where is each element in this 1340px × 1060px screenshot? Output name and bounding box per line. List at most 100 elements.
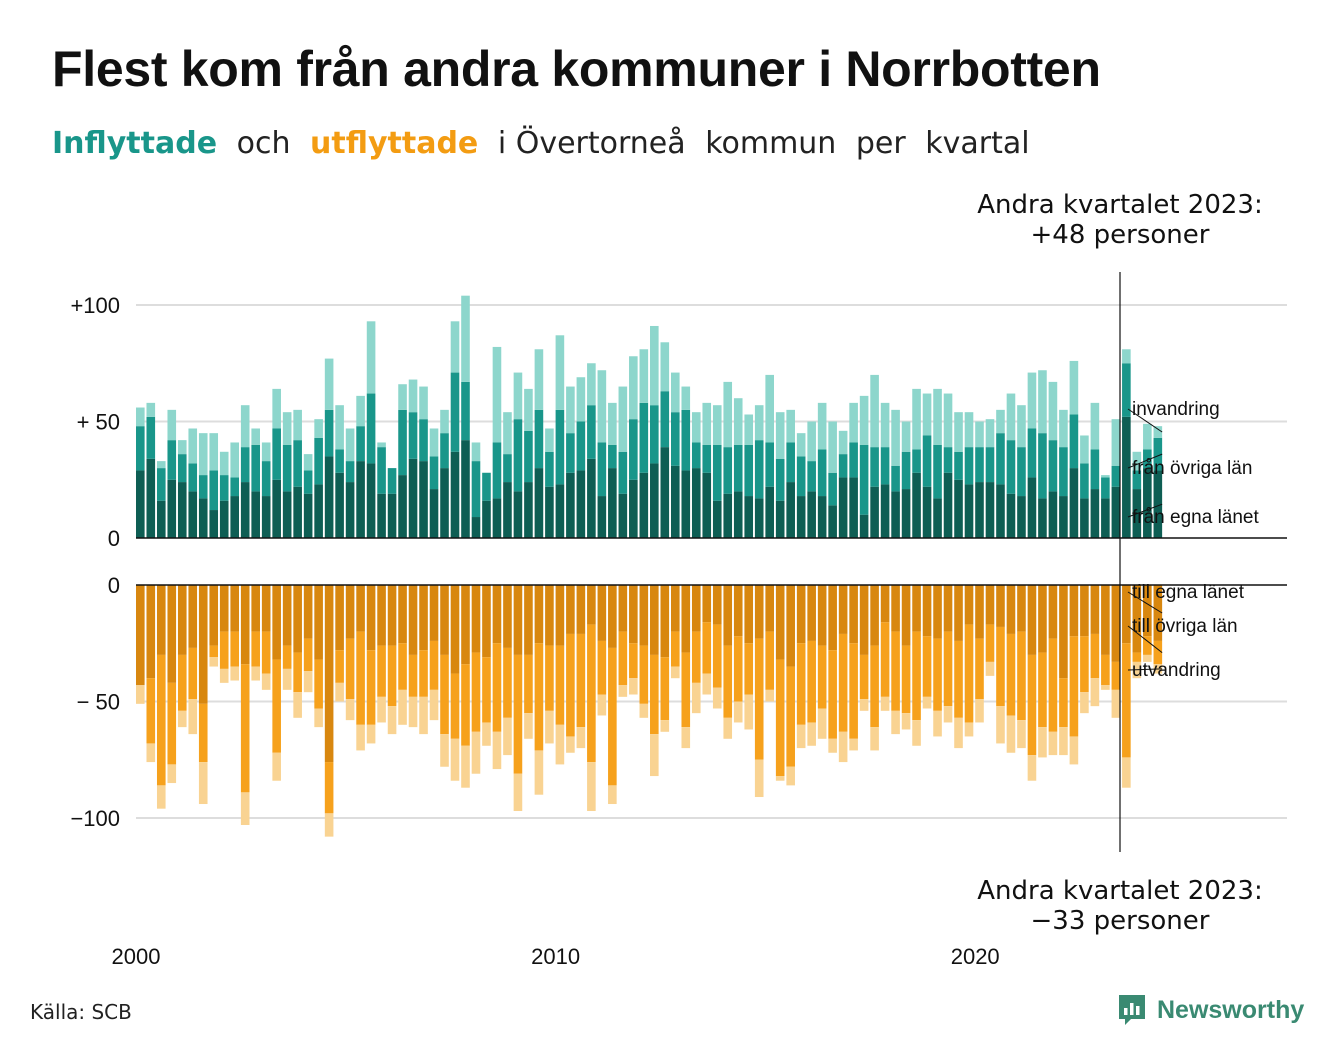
ytick-bottom-1: − 50 bbox=[77, 690, 120, 715]
bar-out-0-85 bbox=[1027, 585, 1037, 655]
bar-in-0-55 bbox=[712, 500, 722, 538]
bar-in-0-24 bbox=[387, 493, 397, 538]
bar-out-0-93 bbox=[1111, 585, 1121, 662]
bar-out-0-28 bbox=[429, 585, 439, 641]
bar-in-0-59 bbox=[754, 498, 764, 538]
bar-in-1-72 bbox=[891, 465, 900, 492]
bar-in-0-56 bbox=[723, 493, 733, 538]
bar-in-0-58 bbox=[744, 496, 754, 538]
bar-in-1-48 bbox=[639, 402, 649, 473]
bar-out-0-24 bbox=[387, 585, 397, 646]
bar-in-0-46 bbox=[618, 493, 628, 538]
leader-in-2 bbox=[1127, 408, 1163, 433]
bar-out-0-56 bbox=[723, 585, 733, 646]
bar-in-1-8 bbox=[219, 475, 229, 501]
bar-in-2-56 bbox=[723, 381, 733, 448]
bar-in-1-49 bbox=[650, 405, 659, 464]
bar-out-1-44 bbox=[597, 640, 607, 695]
bar-out-2-88 bbox=[1059, 727, 1068, 756]
bar-out-2-32 bbox=[471, 731, 481, 774]
bar-out-1-95 bbox=[1132, 652, 1142, 662]
callout-top: Andra kvartalet 2023: +48 personer bbox=[920, 190, 1320, 250]
bar-in-0-1 bbox=[146, 458, 156, 538]
bar-in-1-40 bbox=[555, 409, 565, 485]
bar-out-0-54 bbox=[702, 585, 712, 623]
bar-out-2-48 bbox=[639, 703, 649, 718]
bar-out-2-33 bbox=[482, 722, 491, 746]
bar-in-2-27 bbox=[419, 386, 428, 420]
bar-in-0-71 bbox=[880, 484, 890, 538]
bar-out-2-63 bbox=[796, 724, 806, 749]
bar-out-0-61 bbox=[775, 585, 785, 660]
bar-out-2-81 bbox=[985, 661, 995, 676]
bar-out-0-35 bbox=[503, 585, 512, 648]
subtitle-kommun: kommun bbox=[705, 126, 837, 161]
bar-out-1-66 bbox=[828, 650, 837, 739]
bar-out-1-2 bbox=[156, 654, 166, 786]
bar-in-1-55 bbox=[712, 444, 722, 501]
bar-out-2-79 bbox=[964, 722, 974, 737]
bar-out-0-42 bbox=[576, 585, 586, 634]
bar-out-1-42 bbox=[576, 633, 586, 728]
bar-in-1-61 bbox=[775, 458, 785, 501]
bar-in-1-63 bbox=[796, 456, 806, 497]
bar-out-0-97 bbox=[1153, 585, 1163, 641]
bar-in-2-92 bbox=[1101, 475, 1110, 478]
bar-in-1-35 bbox=[503, 454, 512, 483]
bar-in-0-44 bbox=[597, 496, 607, 538]
bar-in-2-71 bbox=[880, 402, 890, 448]
bar-out-0-79 bbox=[964, 585, 974, 625]
bar-in-1-86 bbox=[1038, 433, 1047, 499]
bar-in-0-64 bbox=[807, 491, 816, 538]
bar-out-0-48 bbox=[639, 585, 649, 646]
bar-out-0-52 bbox=[681, 585, 691, 653]
leader-out-0 bbox=[1127, 591, 1163, 614]
bar-in-2-5 bbox=[188, 428, 198, 464]
bar-in-1-89 bbox=[1069, 414, 1079, 469]
bar-in-1-58 bbox=[744, 444, 754, 497]
bar-out-2-65 bbox=[817, 708, 827, 739]
bar-in-2-6 bbox=[198, 433, 208, 476]
bar-in-1-43 bbox=[587, 405, 596, 459]
bar-out-1-86 bbox=[1038, 652, 1047, 728]
bar-out-1-75 bbox=[922, 636, 932, 697]
bar-in-0-79 bbox=[964, 484, 974, 538]
bar-in-2-64 bbox=[807, 421, 816, 462]
brand-logo: Newsworthy bbox=[1117, 993, 1304, 1027]
bar-out-1-11 bbox=[251, 631, 260, 667]
bar-in-1-10 bbox=[240, 447, 250, 483]
bar-in-1-91 bbox=[1090, 449, 1100, 490]
bar-out-1-32 bbox=[471, 652, 481, 732]
bar-in-0-12 bbox=[261, 496, 271, 538]
bar-in-2-89 bbox=[1069, 360, 1079, 415]
bar-out-2-54 bbox=[702, 673, 712, 695]
bar-out-1-1 bbox=[146, 678, 156, 744]
bar-in-1-64 bbox=[807, 461, 816, 492]
bar-out-2-49 bbox=[650, 734, 659, 777]
bar-out-0-14 bbox=[282, 585, 292, 646]
bar-in-2-15 bbox=[293, 409, 302, 441]
newsworthy-logo-icon bbox=[1119, 995, 1145, 1025]
bar-in-2-31 bbox=[461, 295, 470, 382]
bar-in-0-22 bbox=[366, 463, 376, 538]
bar-in-0-19 bbox=[335, 472, 344, 538]
bar-in-2-41 bbox=[566, 386, 575, 434]
bar-in-1-79 bbox=[964, 447, 974, 485]
bar-out-0-17 bbox=[314, 585, 323, 660]
bar-in-1-74 bbox=[912, 449, 921, 473]
bar-out-0-84 bbox=[1017, 585, 1026, 632]
bar-out-0-13 bbox=[272, 585, 281, 660]
bar-in-1-45 bbox=[608, 444, 617, 469]
bar-out-2-14 bbox=[282, 668, 292, 690]
bar-in-2-83 bbox=[1006, 393, 1016, 441]
bar-out-2-85 bbox=[1027, 755, 1037, 781]
bar-out-2-83 bbox=[1006, 715, 1016, 753]
subtitle-inflyttade: Inflyttade bbox=[52, 126, 218, 161]
bar-out-1-65 bbox=[817, 645, 827, 709]
bar-in-1-39 bbox=[545, 451, 554, 487]
bar-in-2-42 bbox=[576, 377, 586, 422]
bar-out-2-22 bbox=[366, 724, 376, 744]
bar-in-0-26 bbox=[408, 458, 418, 538]
bar-out-2-9 bbox=[230, 666, 240, 681]
bar-in-2-43 bbox=[587, 363, 596, 406]
